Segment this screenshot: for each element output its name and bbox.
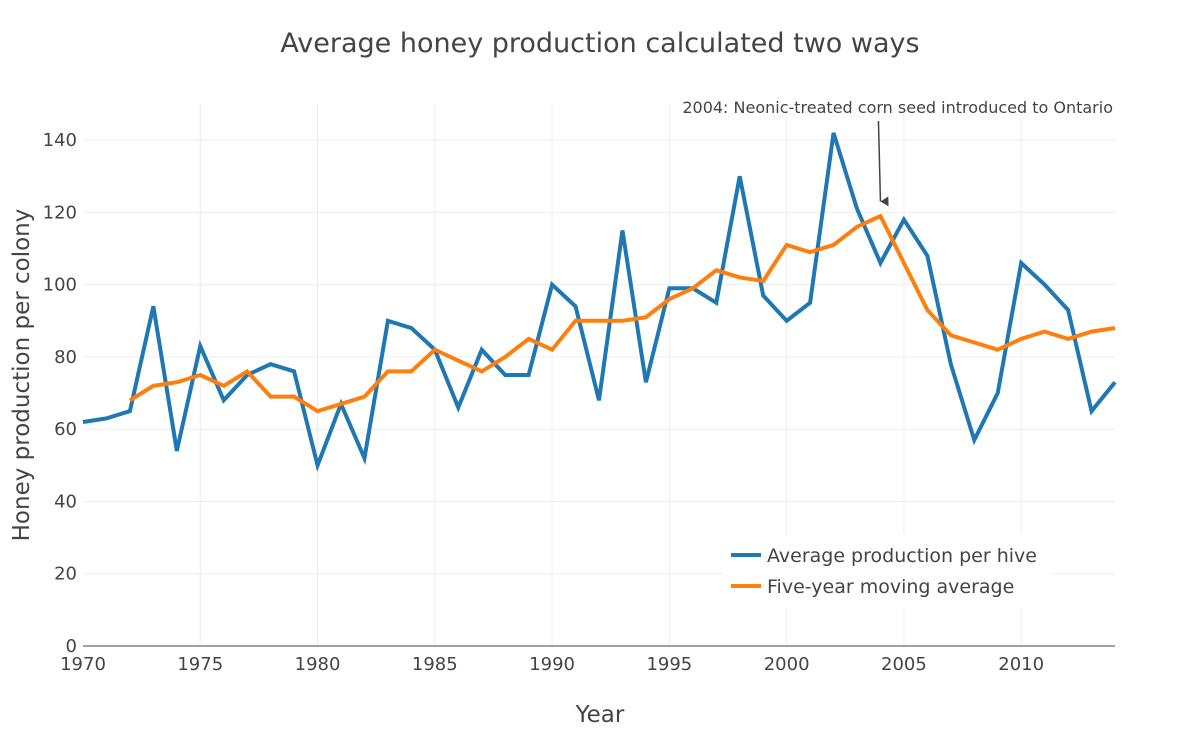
y-tick-label: 80: [54, 347, 77, 368]
y-axis-title: Honey production per colony: [9, 209, 35, 542]
axes: 0 20 40 60 80 100 120 140 1970 1975 1980 1985 1990 19…: [43, 130, 1115, 675]
y-tick-label: 60: [54, 419, 77, 440]
x-tick-label: 1995: [646, 654, 692, 675]
annotations: 2004: Neonic-treated corn seed introduce…: [682, 98, 1113, 207]
annotation-arrow: [877, 120, 889, 207]
series-line-1: [82, 132, 1117, 472]
x-tick-label: 1975: [177, 654, 223, 675]
legend-label: Five-year moving average: [767, 576, 1014, 598]
y-tick-label: 20: [54, 564, 77, 585]
x-tick-label: 2000: [764, 654, 810, 675]
chart-title: Average honey production calculated two …: [280, 28, 919, 59]
series-lines: [82, 132, 1117, 472]
y-tick-label: 140: [43, 130, 77, 151]
x-tick-label: 1970: [60, 654, 106, 675]
legend-background: [722, 534, 1052, 608]
annotation-label: 2004: Neonic-treated corn seed introduce…: [682, 98, 1113, 117]
y-tick-label: 40: [54, 491, 77, 512]
x-axis-title: Year: [575, 702, 625, 728]
y-tick-label: 0: [66, 636, 77, 657]
legend: Average production per hive Five-year mov…: [722, 534, 1052, 608]
x-tick-label: 2010: [998, 654, 1044, 675]
y-tick-label: 120: [43, 202, 77, 223]
legend-label: Average production per hive: [767, 545, 1037, 567]
x-tick-label: 2005: [881, 654, 927, 675]
x-tick-label: 1985: [412, 654, 458, 675]
x-tick-label: 1980: [295, 654, 341, 675]
y-tick-label: 100: [43, 275, 77, 296]
series-line-2: [128, 213, 1116, 414]
x-tick-label: 1990: [529, 654, 575, 675]
